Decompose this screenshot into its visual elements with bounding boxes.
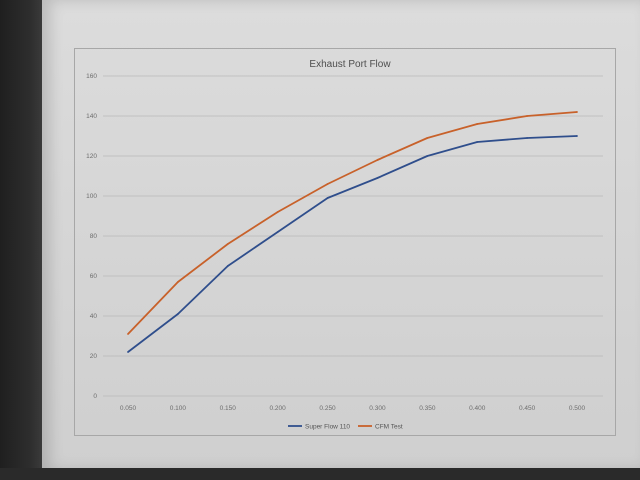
data-point <box>326 197 329 199</box>
y-tick-label: 140 <box>86 113 97 120</box>
data-point <box>576 135 578 137</box>
data-point <box>176 281 179 283</box>
data-point <box>526 115 529 117</box>
x-tick-label: 0.150 <box>220 405 237 412</box>
x-tick-label: 0.100 <box>170 405 187 412</box>
paper-sheet <box>42 0 640 470</box>
legend: Super Flow 110 CFM Test <box>288 423 403 430</box>
x-axis-ticks: 0.050 0.100 0.150 0.200 0.250 0.300 0.350 0.400… <box>120 405 586 412</box>
x-tick-label: 0.200 <box>270 405 287 412</box>
x-tick-label: 0.450 <box>519 405 536 412</box>
y-tick-label: 100 <box>86 193 97 200</box>
legend-label: CFM Test <box>375 423 403 430</box>
data-point <box>127 351 129 353</box>
data-point <box>226 243 229 245</box>
data-point <box>376 177 379 179</box>
x-tick-label: 0.300 <box>369 405 386 412</box>
x-tick-label: 0.500 <box>569 405 586 412</box>
y-tick-label: 40 <box>90 313 98 320</box>
y-tick-label: 60 <box>90 273 98 280</box>
background-edge <box>0 0 42 480</box>
y-tick-label: 120 <box>86 153 97 160</box>
series-lines <box>127 111 578 353</box>
series-line <box>127 111 578 335</box>
data-point <box>526 137 529 139</box>
data-point <box>127 333 129 335</box>
legend-label: Super Flow 110 <box>305 423 350 430</box>
background-bottom <box>0 468 640 480</box>
x-tick-label: 0.250 <box>319 405 336 412</box>
data-point <box>476 141 479 143</box>
y-axis-ticks: 0 20 40 60 80 100 120 140 160 <box>86 73 97 400</box>
series-line <box>127 135 578 353</box>
y-tick-label: 160 <box>86 73 97 80</box>
data-point <box>326 183 329 185</box>
data-point <box>376 159 379 161</box>
data-point <box>576 111 578 113</box>
grid-lines <box>103 75 603 397</box>
data-point <box>426 137 429 139</box>
data-point <box>176 313 179 315</box>
chart-frame <box>74 48 616 436</box>
data-point <box>476 123 479 125</box>
x-tick-label: 0.050 <box>120 405 137 412</box>
y-tick-label: 0 <box>93 393 97 400</box>
data-point <box>276 231 279 233</box>
x-tick-label: 0.400 <box>469 405 486 412</box>
x-tick-label: 0.350 <box>419 405 436 412</box>
y-tick-label: 80 <box>90 233 98 240</box>
data-point <box>426 155 429 157</box>
data-point <box>276 211 279 213</box>
y-tick-label: 20 <box>90 353 98 360</box>
data-point <box>226 265 229 267</box>
chart-title: Exhaust Port Flow <box>309 59 391 70</box>
